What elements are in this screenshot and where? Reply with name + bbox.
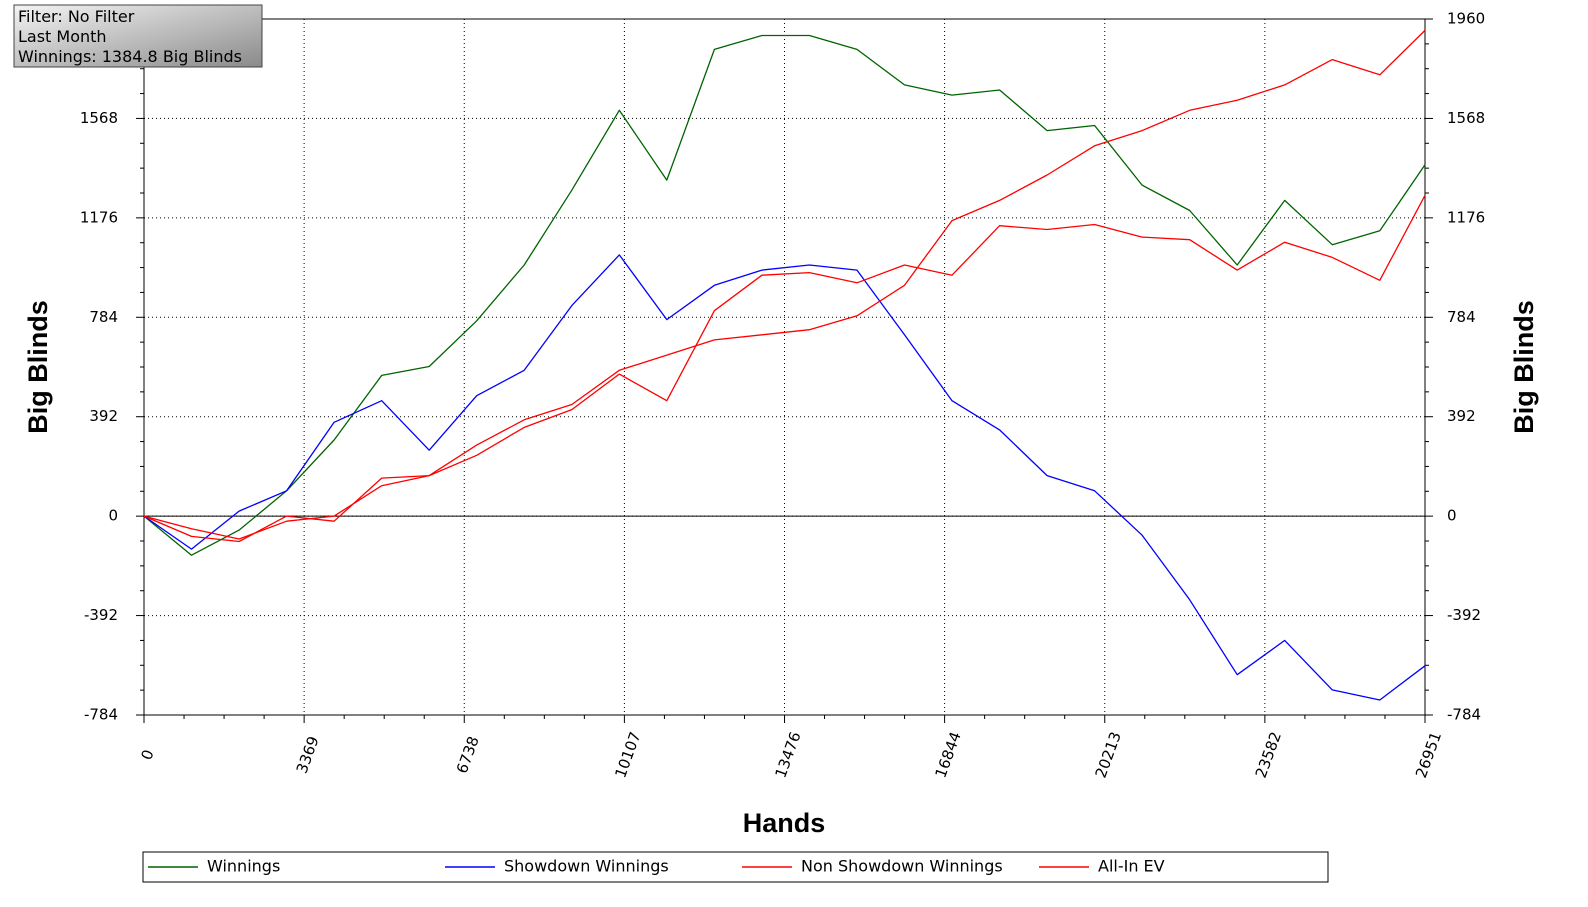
plot-area: -784 -784 -392 -392 0 0 392 392 784 784 1176 1176 15… — [80, 10, 1485, 781]
x-axis-title: Hands — [743, 808, 826, 838]
series-line — [143, 29, 1426, 540]
x-tick-label: 20213 — [1092, 729, 1125, 780]
legend: Winnings Showdown Winnings Non Showdown Wi… — [142, 851, 1329, 883]
x-tick-label: 6738 — [453, 734, 483, 776]
x-tick-label: 26951 — [1412, 729, 1445, 780]
info-line: Last Month — [18, 27, 107, 46]
y2-tick-label: -784 — [1447, 706, 1481, 724]
x-tick-label: 10107 — [611, 729, 644, 780]
y-tick-label: 0 — [108, 507, 118, 525]
series-line — [143, 254, 1426, 701]
y2-axis-title: Big Blinds — [1509, 300, 1539, 434]
y2-tick-label: 1960 — [1447, 10, 1485, 28]
x-tick-label: 23582 — [1252, 729, 1285, 780]
y2-tick-label: 784 — [1447, 308, 1476, 326]
y2-tick-label: 1568 — [1447, 109, 1485, 127]
info-box: Filter: No Filter Last Month Winnings: 1… — [13, 4, 263, 68]
y-tick-label: 1568 — [80, 109, 118, 127]
info-box-background — [13, 4, 263, 68]
legend-label: Winnings — [207, 857, 280, 876]
legend-label: All-In EV — [1098, 857, 1165, 876]
legend-label: Non Showdown Winnings — [801, 857, 1003, 876]
series-line — [143, 194, 1426, 543]
x-tick-label: 13476 — [771, 729, 804, 780]
legend-label: Showdown Winnings — [504, 857, 669, 876]
y-tick-label: 1176 — [80, 208, 118, 226]
y-tick-label: -784 — [84, 706, 118, 724]
y-tick-label: 392 — [89, 407, 118, 425]
y2-tick-label: 0 — [1447, 507, 1457, 525]
x-tick-label: 0 — [137, 747, 157, 762]
y2-tick-label: 1176 — [1447, 208, 1485, 226]
x-tick-label: 3369 — [293, 734, 323, 776]
plot-frame — [143, 18, 1426, 716]
y-axis-title: Big Blinds — [23, 300, 53, 434]
y2-tick-label: 392 — [1447, 407, 1476, 425]
legend-frame — [142, 851, 1329, 883]
info-line: Filter: No Filter — [18, 7, 135, 26]
info-line: Winnings: 1384.8 Big Blinds — [18, 47, 242, 66]
x-tick-label: 16844 — [932, 729, 965, 780]
series-line — [143, 34, 1426, 556]
y-tick-label: -392 — [84, 606, 118, 624]
y-tick-label: 784 — [89, 308, 118, 326]
y2-tick-label: -392 — [1447, 606, 1481, 624]
